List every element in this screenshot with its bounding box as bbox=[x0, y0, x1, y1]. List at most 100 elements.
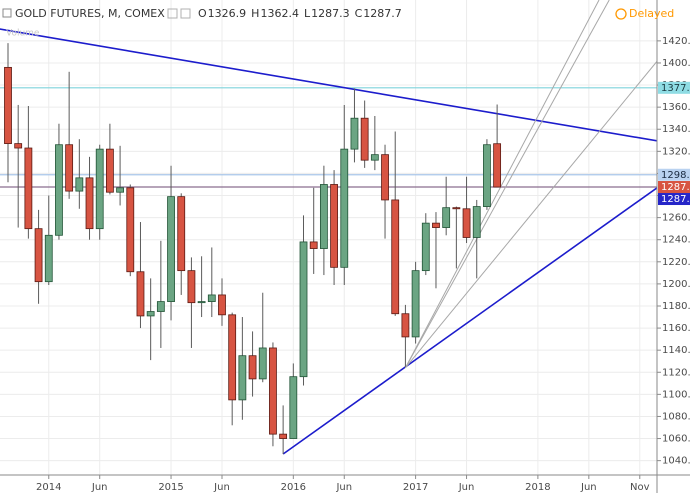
price-label: 1298.8 bbox=[661, 170, 690, 181]
x-tick-label: Jun bbox=[91, 482, 108, 493]
candle-body bbox=[24, 147, 33, 230]
y-tick-label: 1260.0 bbox=[662, 213, 690, 224]
candle-body bbox=[472, 206, 481, 238]
y-tick-label: 1340.0 bbox=[662, 124, 690, 135]
ohlc-value: 1362.4 bbox=[260, 7, 299, 20]
axes: 1040.0 1060.0 1080.0 1100.0 1120.0 1140.0 1160… bbox=[36, 36, 690, 493]
delayed-status: Delayed bbox=[629, 7, 674, 20]
candle-body bbox=[187, 270, 196, 304]
candle-body bbox=[146, 311, 155, 317]
x-tick-label: Jun bbox=[458, 482, 475, 493]
indicator-label: Volume bbox=[6, 29, 40, 39]
y-tick-label: 1100.0 bbox=[662, 389, 690, 400]
ohlc-value: 1287.3 bbox=[311, 7, 350, 20]
candle-body bbox=[4, 66, 12, 145]
y-tick-label: 1400.0 bbox=[662, 58, 690, 69]
price-label: 1287.7 bbox=[661, 182, 690, 193]
candle-body bbox=[299, 241, 308, 378]
trendline bbox=[282, 186, 657, 455]
price-label-bg bbox=[658, 168, 690, 181]
x-tick-label: Jun bbox=[580, 482, 597, 493]
candle-body bbox=[136, 271, 145, 317]
candle-body bbox=[55, 144, 63, 236]
candle-body bbox=[228, 314, 237, 401]
y-tick-label: 1320.0 bbox=[662, 146, 690, 157]
candle-body bbox=[167, 196, 175, 302]
candle-body bbox=[319, 184, 328, 249]
ohlc-value: 1287.7 bbox=[363, 7, 402, 20]
candle-body bbox=[269, 347, 277, 435]
candle-body bbox=[309, 241, 318, 249]
x-tick-label: Nov bbox=[630, 482, 650, 493]
candle-body bbox=[126, 187, 135, 273]
candle-body bbox=[452, 207, 461, 210]
candle-body bbox=[411, 270, 420, 338]
settings-icon[interactable] bbox=[167, 8, 178, 19]
y-tick-label: 1160.0 bbox=[662, 323, 690, 334]
y-tick-label: 1220.0 bbox=[662, 257, 690, 268]
x-tick-label: 2014 bbox=[36, 482, 61, 493]
candle-body bbox=[381, 154, 389, 201]
candle-body bbox=[493, 143, 502, 188]
x-tick-label: 2017 bbox=[403, 482, 428, 493]
y-tick-label: 1080.0 bbox=[662, 411, 690, 422]
candle-body bbox=[483, 144, 491, 207]
y-tick-label: 1060.0 bbox=[662, 434, 690, 445]
candle-body bbox=[258, 347, 267, 380]
x-tick-label: Jun bbox=[213, 482, 230, 493]
x-tick-label: 2016 bbox=[281, 482, 306, 493]
candle-body bbox=[350, 117, 359, 150]
close-icon[interactable] bbox=[180, 8, 191, 19]
collapse-icon[interactable] bbox=[2, 8, 12, 18]
ohlc-key: O bbox=[198, 7, 207, 20]
ohlc-value: 1326.9 bbox=[208, 7, 247, 20]
price-label-bg bbox=[658, 193, 690, 206]
price-label: 1287.0 bbox=[661, 194, 690, 205]
candle-body bbox=[442, 207, 451, 228]
candle-body bbox=[401, 313, 410, 338]
candle-body bbox=[330, 184, 338, 268]
ohlc-key: C bbox=[355, 7, 363, 20]
candle-body bbox=[340, 148, 349, 268]
candle-body bbox=[85, 177, 94, 230]
candle-body bbox=[75, 177, 84, 192]
candle-body bbox=[432, 222, 440, 228]
candle-body bbox=[462, 208, 471, 238]
trendline bbox=[404, 0, 600, 369]
candle-body bbox=[14, 143, 23, 149]
candle-body bbox=[34, 228, 43, 283]
candle-body bbox=[360, 117, 369, 161]
candle-body bbox=[289, 376, 298, 439]
candle-body bbox=[106, 148, 114, 193]
candle-body bbox=[279, 433, 288, 439]
y-tick-label: 1360.0 bbox=[662, 102, 690, 113]
delayed-icon bbox=[615, 8, 627, 20]
candle-body bbox=[391, 199, 400, 315]
price-label-bg bbox=[658, 181, 690, 194]
ohlc-key: L bbox=[304, 7, 311, 20]
candle-body bbox=[248, 355, 257, 380]
candle-body bbox=[238, 355, 247, 401]
x-tick-label: 2015 bbox=[158, 482, 183, 493]
y-tick-label: 1040.0 bbox=[662, 456, 690, 467]
price-label: 1377.5 bbox=[661, 83, 690, 94]
candle-body bbox=[65, 144, 74, 192]
y-tick-label: 1240.0 bbox=[662, 235, 690, 246]
x-tick-label: 2018 bbox=[525, 482, 550, 493]
y-tick-label: 1180.0 bbox=[662, 301, 690, 312]
candle-body bbox=[156, 301, 165, 312]
candle-body bbox=[95, 148, 104, 230]
price-label-bg bbox=[658, 81, 690, 94]
candle-body bbox=[370, 154, 379, 161]
candle-body bbox=[207, 294, 216, 302]
candle-body bbox=[218, 294, 226, 316]
x-tick-label: Jun bbox=[335, 482, 352, 493]
candle-body bbox=[197, 301, 206, 304]
y-tick-label: 1420.0 bbox=[662, 36, 690, 47]
candle-body bbox=[116, 187, 124, 193]
trendline bbox=[404, 0, 610, 369]
ohlc-key: H bbox=[251, 7, 259, 20]
